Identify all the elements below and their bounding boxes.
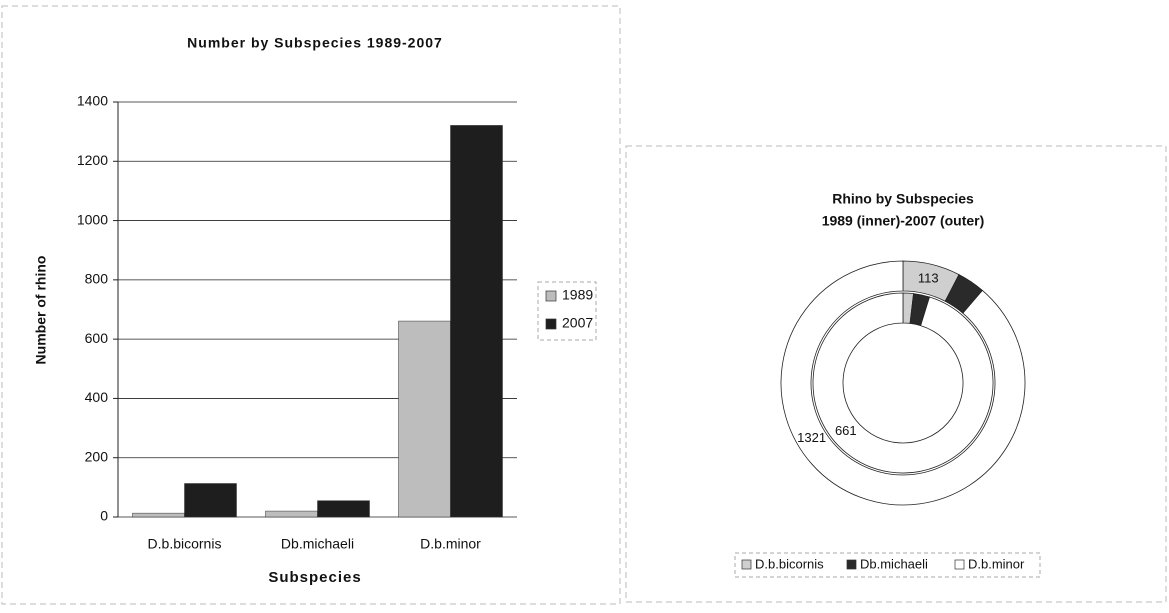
- y-tick-label: 600: [85, 330, 109, 346]
- legend-label: D.b.bicornis: [755, 556, 824, 571]
- legend-swatch: [545, 290, 557, 302]
- y-tick-label: 1400: [77, 93, 108, 109]
- y-axis-label: Number of rhino: [33, 256, 49, 365]
- legend-swatch: [741, 559, 752, 570]
- chart-title: Number by Subspecies 1989-2007: [187, 35, 443, 51]
- x-axis-label: Subspecies: [268, 569, 361, 586]
- bar: [450, 125, 503, 518]
- y-tick-label: 400: [85, 389, 109, 405]
- chart-title: Rhino by Subspecies: [832, 191, 974, 207]
- chart-subtitle: 1989 (inner)-2007 (outer): [822, 213, 985, 229]
- bar: [132, 512, 185, 518]
- legend-label: 1989: [562, 287, 593, 303]
- bar: [317, 500, 370, 518]
- bar: [184, 483, 237, 518]
- donut-slice: [780, 260, 1026, 506]
- y-tick-label: 0: [100, 508, 108, 524]
- bar: [398, 320, 451, 518]
- x-tick-label: D.b.bicornis: [148, 536, 222, 552]
- pie-chart-frame: [625, 145, 1167, 603]
- bar: [265, 510, 318, 518]
- x-tick-label: D.b.minor: [420, 536, 481, 552]
- legend-swatch: [954, 559, 965, 570]
- y-tick-label: 1200: [77, 152, 108, 168]
- y-tick-label: 200: [85, 448, 109, 464]
- data-label: 113: [918, 270, 939, 285]
- y-tick-label: 1000: [77, 211, 108, 227]
- legend-box: [734, 552, 1041, 578]
- legend-label: 2007: [562, 315, 593, 331]
- legend-label: D.b.minor: [968, 556, 1025, 571]
- x-tick-label: Db.michaeli: [281, 536, 354, 552]
- data-label: 661: [835, 423, 857, 438]
- donut-slice: [812, 292, 994, 474]
- legend-label: Db.michaeli: [860, 556, 928, 571]
- legend-swatch: [545, 318, 557, 330]
- data-label: 1321: [797, 430, 826, 445]
- bar-chart-frame: [1, 5, 621, 605]
- y-tick-label: 800: [85, 271, 109, 287]
- legend-swatch: [846, 559, 857, 570]
